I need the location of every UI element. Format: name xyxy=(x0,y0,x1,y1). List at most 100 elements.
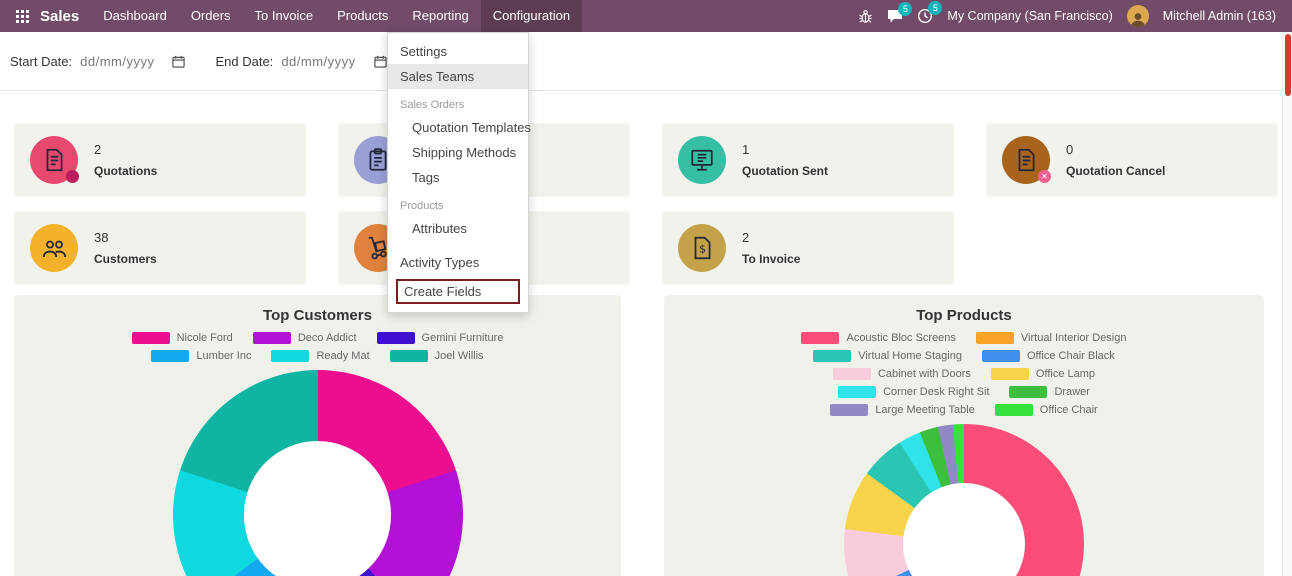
invoice-dollar-icon: $ xyxy=(678,224,726,272)
legend-item[interactable]: Drawer xyxy=(1009,386,1090,398)
charts-row: Top Customers Nicole Ford Deco Addict Ge… xyxy=(14,295,1278,576)
start-date-label: Start Date: xyxy=(10,53,73,69)
legend-item[interactable]: Nicole Ford xyxy=(131,332,233,344)
legend-swatch xyxy=(838,386,877,398)
kpi-card-quotation-sent[interactable]: 1 Quotation Sent xyxy=(662,123,954,197)
quotations-badge-dot xyxy=(66,170,79,183)
debug-bug-icon[interactable] xyxy=(858,9,873,24)
end-date-value[interactable]: dd/mm/yyyy xyxy=(281,53,356,69)
legend-swatch xyxy=(252,332,291,344)
dashboard-filter-bar: Start Date: dd/mm/yyyy End Date: dd/mm/y… xyxy=(0,32,1292,91)
menu-item-create-fields[interactable]: Create Fields xyxy=(396,279,520,304)
menu-item-activity-types[interactable]: Activity Types xyxy=(400,255,480,270)
messages-icon[interactable]: 5 xyxy=(887,1,913,24)
legend-item[interactable]: Office Chair xyxy=(994,404,1098,416)
legend-swatch xyxy=(830,404,869,416)
user-menu[interactable]: Mitchell Admin (163) xyxy=(1162,9,1276,23)
kpi-value: 1 xyxy=(742,142,750,157)
start-date-value[interactable]: dd/mm/yyyy xyxy=(80,53,155,69)
legend-swatch xyxy=(271,350,310,362)
legend-swatch xyxy=(389,350,428,362)
nav-item-products[interactable]: Products xyxy=(337,8,389,23)
top-customers-donut-chart[interactable] xyxy=(172,370,463,576)
activities-clock-icon[interactable]: 5 xyxy=(917,1,943,24)
scrollbar-thumb[interactable] xyxy=(1285,34,1291,96)
legend-swatch xyxy=(990,368,1029,380)
legend-item[interactable]: Joel Willis xyxy=(389,350,484,362)
customers-people-icon xyxy=(30,224,78,272)
kpi-label: Quotation Sent xyxy=(742,164,828,178)
legend-swatch xyxy=(801,332,840,344)
top-customers-legend: Nicole Ford Deco Addict Gemini Furniture xyxy=(14,332,621,362)
legend-item[interactable]: Deco Addict xyxy=(252,332,357,344)
kpi-label: Customers xyxy=(94,252,157,266)
company-switcher[interactable]: My Company (San Francisco) xyxy=(947,9,1113,23)
legend-item[interactable]: Virtual Interior Design xyxy=(975,332,1127,344)
kpi-card-quotations[interactable]: 2 Quotations xyxy=(14,123,306,197)
kpi-label: To Invoice xyxy=(742,252,801,266)
legend-item[interactable]: Corner Desk Right Sit xyxy=(838,386,989,398)
menu-item-tags[interactable]: Tags xyxy=(412,170,440,185)
menu-item-quotation-templates[interactable]: Quotation Templates xyxy=(412,120,531,135)
top-navbar: Sales Dashboard Orders To Invoice Produc… xyxy=(0,0,1292,32)
calendar-icon[interactable] xyxy=(172,55,186,68)
menu-section-sales-orders: Sales Orders xyxy=(400,99,465,111)
menu-item-shipping-methods[interactable]: Shipping Methods xyxy=(412,145,517,160)
configuration-dropdown-menu: Settings Sales Teams Sales Orders Quotat… xyxy=(387,32,531,313)
monitor-document-icon xyxy=(678,136,726,184)
legend-swatch xyxy=(994,404,1033,416)
cancel-badge-dot: ✕ xyxy=(1038,170,1051,183)
kpi-label: Quotation Cancel xyxy=(1066,164,1166,178)
cancelled-document-icon: ✕ xyxy=(1002,136,1051,184)
legend-swatch xyxy=(981,350,1020,362)
top-products-legend: Acoustic Bloc Screens Virtual Interior D… xyxy=(664,332,1264,416)
end-date-field[interactable]: End Date: dd/mm/yyyy xyxy=(215,53,387,69)
kpi-value: 2 xyxy=(94,142,102,157)
legend-item[interactable]: Virtual Home Staging xyxy=(813,350,962,362)
kpi-cards-grid: 2 Quotations xyxy=(14,123,1278,285)
legend-item[interactable]: Acoustic Bloc Screens xyxy=(801,332,956,344)
navbar-right: 5 5 My Company (San Francisco) Mitchell … xyxy=(858,1,1292,27)
page-scrollbar[interactable] xyxy=(1282,32,1292,576)
top-customers-panel: Top Customers Nicole Ford Deco Addict Ge… xyxy=(14,295,621,576)
nav-item-orders[interactable]: Orders xyxy=(190,8,231,23)
legend-item[interactable]: Lumber Inc xyxy=(151,350,251,362)
nav-item-to-invoice[interactable]: To Invoice xyxy=(254,8,314,23)
menu-item-settings[interactable]: Settings xyxy=(400,44,447,59)
nav-item-configuration[interactable]: Configuration xyxy=(480,0,583,32)
legend-item[interactable]: Office Lamp xyxy=(990,368,1095,380)
app-title[interactable]: Sales xyxy=(40,7,80,25)
kpi-label: Quotations xyxy=(94,164,158,178)
dashboard-content: 2 Quotations xyxy=(0,123,1292,576)
kpi-card-customers[interactable]: 38 Customers xyxy=(14,211,306,285)
activities-badge: 5 xyxy=(928,1,943,15)
user-avatar[interactable] xyxy=(1126,5,1149,27)
chart-title: Top Products xyxy=(916,307,1012,324)
kpi-card-quotation-cancel[interactable]: ✕ 0 Quotation Cancel xyxy=(986,123,1278,197)
legend-item[interactable]: Large Meeting Table xyxy=(830,404,975,416)
menu-item-attributes[interactable]: Attributes xyxy=(412,221,467,236)
calendar-icon[interactable] xyxy=(374,55,387,68)
kpi-value: 38 xyxy=(94,230,109,245)
chart-title: Top Customers xyxy=(263,307,372,324)
kpi-value: 0 xyxy=(1066,142,1074,157)
legend-swatch xyxy=(813,350,852,362)
end-date-label: End Date: xyxy=(215,53,274,69)
legend-item[interactable]: Ready Mat xyxy=(271,350,370,362)
top-products-donut-chart[interactable] xyxy=(844,424,1084,576)
apps-grid-icon[interactable] xyxy=(8,0,36,32)
menu-item-sales-teams[interactable]: Sales Teams xyxy=(388,64,528,89)
legend-swatch xyxy=(975,332,1014,344)
legend-item[interactable]: Gemini Furniture xyxy=(376,332,503,344)
top-products-panel: Top Products Acoustic Bloc Screens Virtu… xyxy=(664,295,1264,576)
start-date-field[interactable]: Start Date: dd/mm/yyyy xyxy=(10,53,186,69)
legend-item[interactable]: Cabinet with Doors xyxy=(832,368,971,380)
nav-item-reporting[interactable]: Reporting xyxy=(412,8,469,23)
menu-section-products: Products xyxy=(400,200,444,212)
nav-item-dashboard[interactable]: Dashboard xyxy=(103,8,167,23)
kpi-card-to-invoice[interactable]: $ 2 To Invoice xyxy=(662,211,954,285)
quotations-document-icon xyxy=(30,136,79,184)
legend-item[interactable]: Office Chair Black xyxy=(981,350,1115,362)
legend-swatch xyxy=(151,350,190,362)
messages-badge: 5 xyxy=(898,1,913,16)
